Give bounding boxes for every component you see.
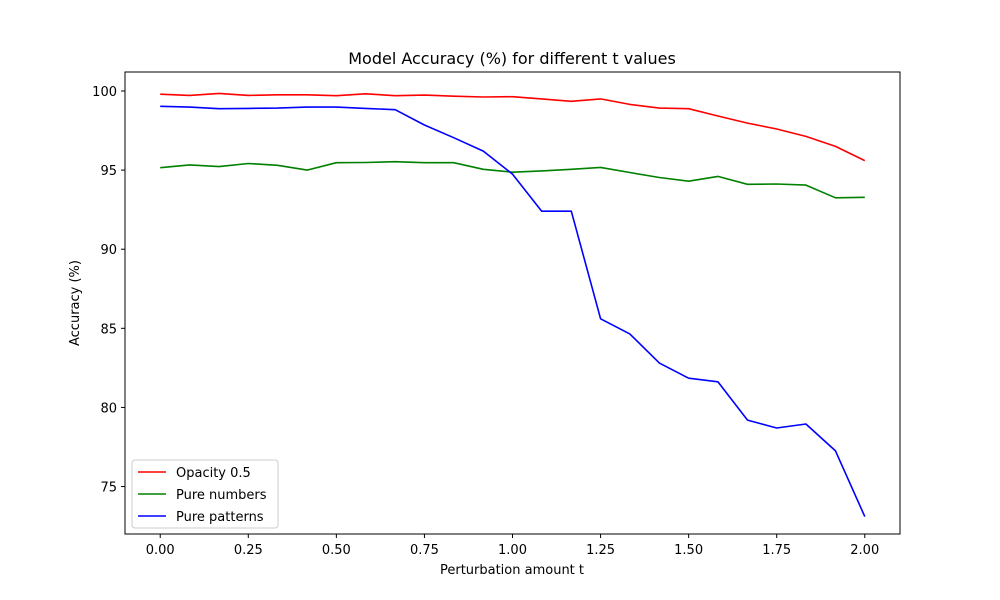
y-tick-label: 75 — [100, 481, 117, 496]
series-line-pure-patterns — [160, 105, 866, 517]
y-axis-ticks: 75 80 85 90 95 100 — [92, 85, 125, 496]
x-tick-label: 0.25 — [234, 543, 263, 558]
axes-frame — [124, 71, 901, 535]
x-tick-label: 1.00 — [498, 543, 527, 558]
x-tick-label: 0.00 — [146, 543, 175, 558]
x-tick-label: 1.75 — [762, 543, 791, 558]
x-axis-label: Perturbation amount t — [440, 563, 584, 578]
legend-label-opacity-0-5: Opacity 0.5 — [176, 466, 251, 481]
x-tick-label: 1.50 — [674, 543, 703, 558]
y-tick-label: 90 — [100, 243, 117, 258]
y-tick-label: 95 — [100, 164, 117, 179]
x-axis-ticks: 0.00 0.25 0.50 0.75 1.00 1.25 1.50 1.75 2.00 — [146, 534, 879, 558]
y-axis-label: Accuracy (%) — [68, 260, 83, 346]
y-tick-label: 100 — [92, 85, 117, 100]
legend-label-pure-patterns: Pure patterns — [176, 510, 264, 525]
y-tick-label: 85 — [100, 322, 117, 337]
x-tick-label: 0.50 — [322, 543, 351, 558]
series-lines — [160, 92, 866, 517]
x-tick-label: 1.25 — [586, 543, 615, 558]
chart-title: Model Accuracy (%) for different t value… — [348, 49, 676, 68]
series-line-opacity-0-5 — [160, 92, 866, 162]
legend-label-pure-numbers: Pure numbers — [176, 488, 267, 503]
legend: Opacity 0.5 Pure numbers Pure patterns — [131, 459, 279, 529]
legend-box — [131, 459, 279, 529]
series-line-pure-numbers — [160, 160, 865, 199]
x-tick-label: 0.75 — [410, 543, 439, 558]
x-tick-label: 2.00 — [850, 543, 879, 558]
y-tick-label: 80 — [100, 401, 117, 416]
